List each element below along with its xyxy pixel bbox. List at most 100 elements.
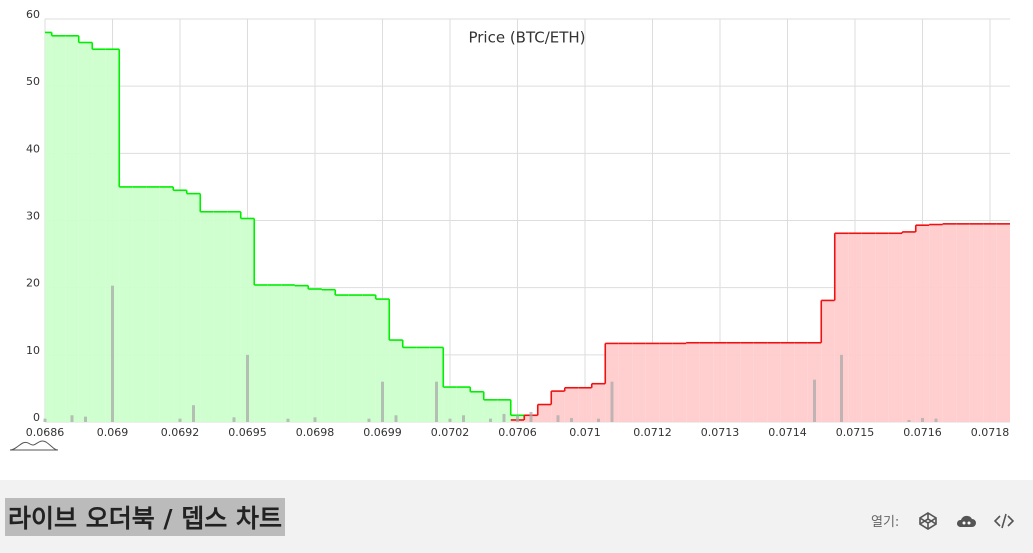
y-tick-label: 40 bbox=[26, 142, 40, 155]
open-label: 열기: bbox=[871, 515, 900, 530]
depth-area bbox=[294, 285, 309, 422]
x-tick-label: 0.0695 bbox=[228, 426, 267, 439]
x-tick-label: 0.0712 bbox=[633, 426, 672, 439]
volume-bar bbox=[246, 354, 249, 422]
depth-area bbox=[402, 347, 417, 422]
x-tick-label: 0.0706 bbox=[498, 426, 537, 439]
depth-area bbox=[105, 49, 120, 422]
depth-area bbox=[591, 383, 606, 422]
x-tick-label: 0.0713 bbox=[701, 426, 740, 439]
y-tick-label: 20 bbox=[26, 277, 40, 290]
volume-bar bbox=[381, 381, 384, 422]
depth-area bbox=[699, 342, 714, 422]
volume-bar bbox=[570, 417, 573, 422]
x-tick-label: 0.0702 bbox=[431, 426, 470, 439]
depth-area bbox=[659, 343, 673, 422]
volume-bar bbox=[907, 419, 911, 422]
depth-area bbox=[618, 343, 633, 422]
depth-area bbox=[65, 35, 79, 423]
volume-bar bbox=[84, 416, 87, 422]
depth-area bbox=[335, 295, 349, 422]
depth-area bbox=[942, 223, 957, 422]
volume-bar bbox=[367, 418, 371, 422]
depth-area bbox=[564, 387, 579, 422]
x-tick-label: 0.071 bbox=[569, 426, 601, 439]
depth-area bbox=[281, 284, 295, 422]
footer-title: 라이브 오더북 / 뎁스 차트 bbox=[5, 498, 285, 536]
volume-bar bbox=[448, 418, 452, 422]
volume-bar bbox=[813, 379, 816, 422]
depth-area bbox=[740, 342, 754, 422]
chart-title: Price (BTC/ETH) bbox=[468, 29, 585, 47]
x-tick-label: 0.0718 bbox=[971, 426, 1010, 439]
depth-area bbox=[726, 342, 741, 422]
volume-bar bbox=[178, 418, 182, 422]
y-tick-label: 10 bbox=[26, 344, 40, 357]
depth-area bbox=[375, 299, 390, 422]
depth-area bbox=[578, 387, 592, 422]
depth-area bbox=[632, 343, 646, 422]
plot bbox=[43, 18, 1010, 423]
depth-area bbox=[834, 233, 849, 422]
depth-area bbox=[902, 231, 916, 422]
volume-bar bbox=[489, 418, 492, 422]
depth-area bbox=[497, 399, 511, 422]
x-tick-label: 0.0715 bbox=[836, 426, 875, 439]
depth-area bbox=[146, 186, 160, 422]
depth-area bbox=[483, 399, 498, 422]
x-tick-label: 0.0716 bbox=[903, 426, 942, 439]
y-tick-label: 30 bbox=[26, 210, 40, 223]
depth-area bbox=[92, 49, 106, 422]
depth-area bbox=[456, 387, 471, 422]
scrollbar-icon[interactable] bbox=[8, 436, 68, 466]
x-tick-label: 0.0699 bbox=[363, 426, 402, 439]
depth-area bbox=[389, 340, 403, 422]
volume-bar bbox=[934, 418, 938, 422]
depth-area bbox=[173, 190, 187, 422]
footer: 라이브 오더북 / 뎁스 차트 열기: bbox=[0, 480, 1033, 553]
y-tick-label: 50 bbox=[26, 75, 40, 88]
depth-area bbox=[348, 295, 363, 422]
depth-area bbox=[443, 387, 457, 422]
volume-bar bbox=[529, 411, 533, 422]
volume-bar bbox=[286, 418, 290, 422]
depth-area bbox=[645, 343, 660, 422]
depth-area bbox=[713, 342, 727, 422]
volume-bar bbox=[462, 415, 465, 422]
depth-area bbox=[767, 342, 781, 422]
y-tick-label: 60 bbox=[26, 8, 40, 21]
volume-bar bbox=[192, 405, 195, 422]
codepen-icon[interactable] bbox=[917, 510, 939, 532]
depth-area bbox=[240, 218, 255, 422]
x-tick-label: 0.0692 bbox=[161, 426, 200, 439]
depth-area bbox=[996, 223, 1010, 422]
volume-bar bbox=[111, 285, 114, 422]
volume-bar bbox=[70, 415, 74, 422]
x-tick-label: 0.0686 bbox=[26, 426, 65, 439]
volume-bar bbox=[610, 381, 614, 422]
depth-area bbox=[416, 347, 430, 422]
volume-bar bbox=[313, 417, 317, 422]
depth-area bbox=[470, 391, 484, 422]
depth-area bbox=[848, 233, 862, 422]
depth-area bbox=[888, 233, 903, 422]
embed-icon[interactable] bbox=[993, 510, 1015, 532]
depth-area bbox=[672, 343, 687, 422]
depth-area bbox=[186, 193, 201, 422]
volume-bar bbox=[502, 413, 506, 422]
depth-area bbox=[821, 300, 835, 422]
depth-area bbox=[45, 32, 52, 422]
volume-bar bbox=[435, 381, 438, 422]
depth-area bbox=[686, 342, 700, 422]
depth-area bbox=[969, 223, 984, 422]
volume-bar bbox=[597, 418, 600, 422]
volume-bar bbox=[516, 415, 519, 422]
y-tick-label: 0 bbox=[33, 411, 40, 424]
depth-area bbox=[551, 391, 565, 422]
depth-area bbox=[929, 224, 943, 422]
depth-area bbox=[227, 211, 241, 422]
depth-area bbox=[861, 233, 876, 422]
depth-area bbox=[362, 295, 376, 422]
cloud-icon[interactable] bbox=[955, 510, 977, 532]
